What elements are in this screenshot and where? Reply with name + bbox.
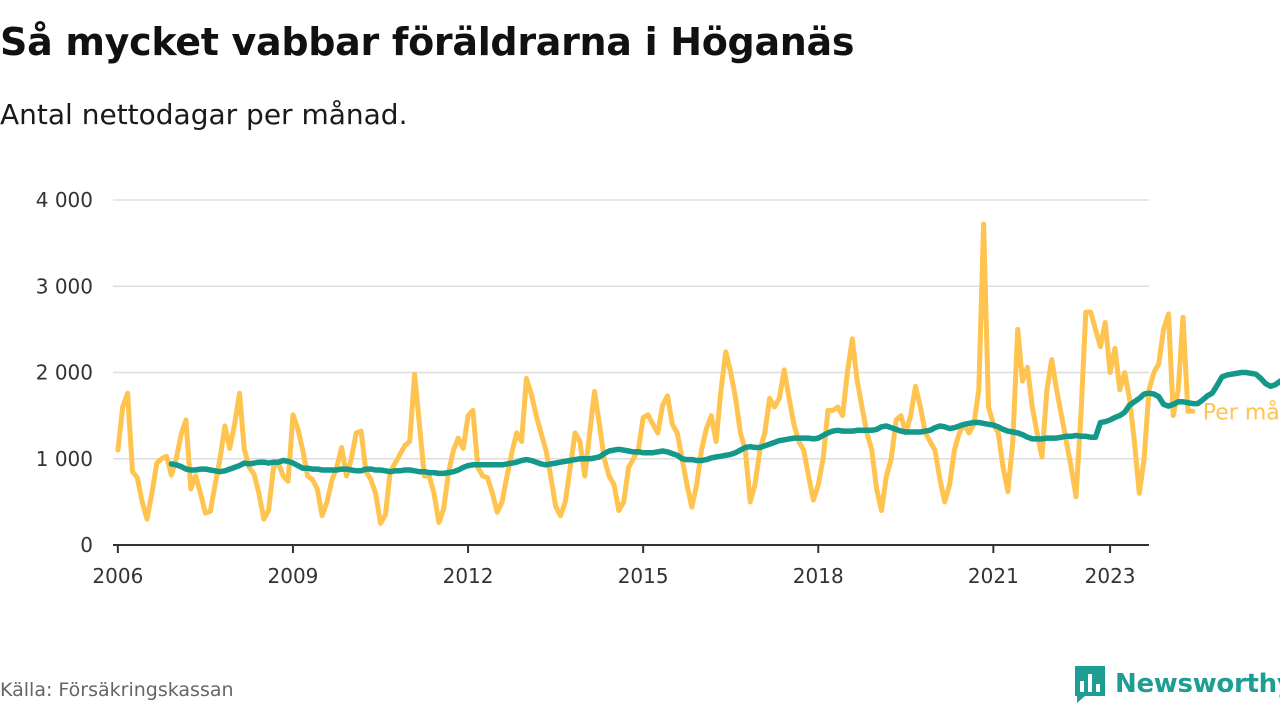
brand-logo: Newsworthy — [1073, 664, 1280, 704]
y-tick-label: 0 — [80, 533, 93, 557]
x-axis-labels: 2006 2009 2012 2015 2018 2021 2023 — [92, 564, 1135, 588]
x-tick-label: 2012 — [443, 564, 494, 588]
series-labels: TrendPer månad — [1203, 399, 1280, 425]
x-tick-label: 2009 — [268, 564, 319, 588]
x-tick-label: 2006 — [92, 564, 143, 588]
series-lines — [115, 221, 1280, 526]
y-tick-label: 1 000 — [36, 447, 93, 471]
series-label-per-month: Per månad — [1203, 399, 1280, 425]
bar-chart-speech-bubble-icon — [1075, 666, 1105, 703]
y-axis-labels: 0 1 000 2 000 3 000 4 000 — [36, 188, 93, 557]
brand-name: Newsworthy — [1115, 669, 1280, 699]
x-tick-label: 2021 — [968, 564, 1019, 588]
y-tick-label: 2 000 — [36, 361, 93, 385]
per-month-line — [115, 221, 1196, 526]
source-note: Källa: Försäkringskassan — [0, 679, 234, 701]
x-tick-label: 2018 — [793, 564, 844, 588]
x-tick-label: 2023 — [1085, 564, 1136, 588]
page-subtitle: Antal nettodagar per månad. — [0, 98, 408, 131]
y-tick-label: 3 000 — [36, 274, 93, 298]
page-title: Så mycket vabbar föräldrarna i Höganäs — [0, 20, 855, 64]
x-tick-label: 2015 — [618, 564, 669, 588]
y-tick-label: 4 000 — [36, 188, 93, 212]
trend-line — [168, 369, 1280, 477]
